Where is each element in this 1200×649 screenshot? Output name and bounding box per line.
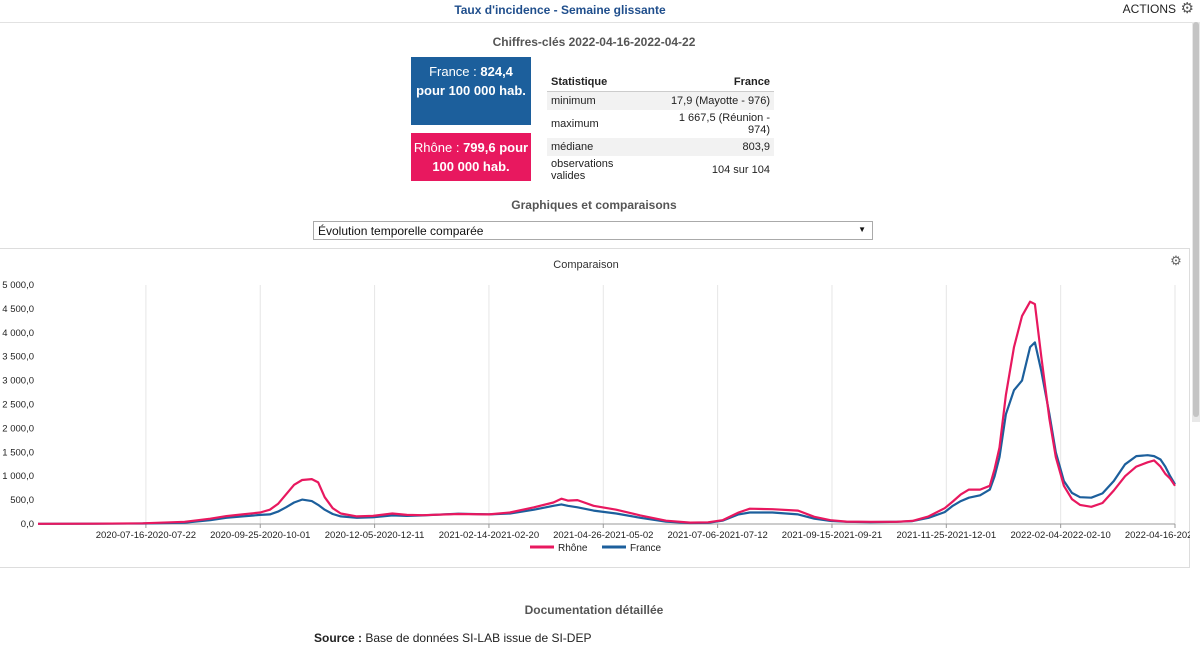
y-tick-label: 4 500,0 — [2, 304, 34, 315]
y-tick-label: 2 000,0 — [2, 423, 34, 434]
x-tick-label: 2022-04-16-2022-04-22 — [1125, 530, 1190, 541]
stats-label: minimum — [547, 91, 653, 110]
y-tick-label: 3 000,0 — [2, 376, 34, 387]
x-tick-label: 2022-02-04-2022-02-10 — [1010, 530, 1110, 541]
y-tick-label: 4 000,0 — [2, 328, 34, 339]
stats-label: médiane — [547, 138, 653, 156]
stats-label: observations valides — [551, 158, 614, 182]
france-suffix: pour 100 000 hab. — [416, 83, 526, 98]
stats-value: 1 667,5 (Réunion - 974) — [678, 112, 770, 136]
scrollbar[interactable] — [1192, 22, 1200, 422]
documentation-title: Documentation détaillée — [524, 603, 664, 617]
france-value: 824,4 — [480, 64, 513, 79]
legend-label: France — [630, 543, 662, 554]
y-tick-label: 5 000,0 — [2, 280, 34, 291]
x-tick-label: 2021-04-26-2021-05-02 — [553, 530, 653, 541]
stats-value: 17,9 (Mayotte - 976) — [653, 91, 774, 110]
stats-header-row: Statistique France — [547, 72, 774, 92]
chart-gear-icon[interactable]: ⚙ — [1170, 253, 1182, 268]
y-tick-label: 1 500,0 — [2, 447, 34, 458]
stats-row: médiane 803,9 — [547, 138, 774, 156]
series-line-france — [37, 341, 1176, 525]
actions-button[interactable]: ACTIONS — [1122, 2, 1176, 16]
chart-type-select-value: Évolution temporelle comparée — [318, 224, 484, 238]
france-prefix: France : — [429, 64, 481, 79]
y-tick-label: 3 500,0 — [2, 352, 34, 363]
chart-type-select[interactable]: Évolution temporelle comparée ▼ — [313, 221, 873, 240]
stats-label: maximum — [551, 118, 599, 130]
source-text: Base de données SI-LAB issue de SI-DEP — [362, 631, 592, 645]
stats-row: minimum 17,9 (Mayotte - 976) — [547, 91, 774, 110]
graphs-title: Graphiques et comparaisons — [511, 198, 677, 212]
stats-value: 104 sur 104 — [711, 164, 770, 176]
stats-row: maximum 1 667,5 (Réunion - 974) — [547, 110, 774, 138]
x-tick-label: 2021-11-25-2021-12-01 — [896, 530, 996, 541]
source-label: Source : — [314, 631, 363, 645]
y-tick-label: 0,0 — [21, 519, 34, 530]
y-tick-label: 500,0 — [10, 495, 34, 506]
scrollbar-thumb[interactable] — [1193, 22, 1199, 417]
rhone-key-figure: Rhône : 799,6 pour 100 000 hab. — [411, 133, 531, 181]
france-key-figure: France : 824,4 pour 100 000 hab. — [411, 57, 531, 125]
x-tick-label: 2021-07-06-2021-07-12 — [667, 530, 767, 541]
x-tick-label: 2021-02-14-2021-02-20 — [439, 530, 539, 541]
stats-table: Statistique France minimum 17,9 (Mayotte … — [547, 72, 774, 184]
legend-label: Rhône — [558, 543, 588, 554]
chart-title: Comparaison — [553, 259, 618, 271]
y-tick-label: 2 500,0 — [2, 400, 34, 411]
x-tick-label: 2021-09-15-2021-09-21 — [782, 530, 882, 541]
series-line-rhne — [37, 300, 1176, 525]
comparison-chart: Comparaison ⚙ 0,0 500,0 1 000,0 1 500,0 2 000,… — [2, 253, 1190, 554]
x-tick-label: 2020-09-25-2020-10-01 — [210, 530, 310, 541]
key-figures-title: Chiffres-clés 2022-04-16-2022-04-22 — [492, 35, 696, 49]
page-title: Taux d'incidence - Semaine glissante — [454, 3, 666, 17]
gear-icon[interactable]: ⚙ — [1180, 0, 1194, 17]
source-line: Source : Base de données SI-LAB issue de… — [314, 631, 591, 645]
stats-header-france: France — [653, 72, 774, 92]
stats-header-label: Statistique — [547, 72, 653, 92]
chevron-down-icon: ▼ — [858, 225, 866, 234]
rhone-value: 799,6 pour 100 000 hab. — [432, 140, 529, 174]
stats-row: observations valides 104 sur 104 — [547, 156, 774, 184]
rhone-prefix: Rhône : — [413, 140, 464, 155]
y-tick-label: 1 000,0 — [2, 471, 34, 482]
x-tick-label: 2020-07-16-2020-07-22 — [96, 530, 196, 541]
top-bar: Taux d'incidence - Semaine glissante ACT… — [0, 0, 1200, 23]
stats-value: 803,9 — [653, 138, 774, 156]
x-tick-label: 2020-12-05-2020-12-11 — [325, 530, 425, 541]
chart-panel: Comparaison ⚙ 0,0 500,0 1 000,0 1 500,0 2 000,… — [0, 248, 1190, 568]
